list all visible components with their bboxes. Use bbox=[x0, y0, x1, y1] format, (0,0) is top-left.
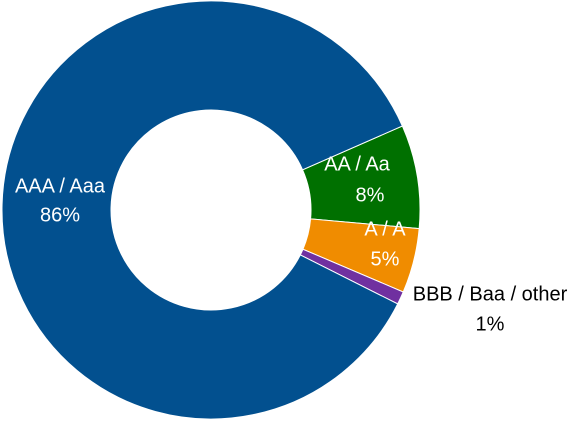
slice-label: BBB / Baa / other bbox=[413, 283, 568, 305]
slice-label: AAA / Aaa bbox=[15, 175, 106, 197]
donut-slice bbox=[1, 0, 404, 420]
slice-label: AA / Aa bbox=[324, 153, 390, 175]
slice-value-label: 1% bbox=[476, 313, 505, 335]
slice-value-label: 86% bbox=[40, 204, 80, 226]
slice-value-label: 5% bbox=[371, 248, 400, 270]
slice-value-label: 8% bbox=[356, 184, 385, 206]
slice-label: A / A bbox=[364, 218, 406, 240]
